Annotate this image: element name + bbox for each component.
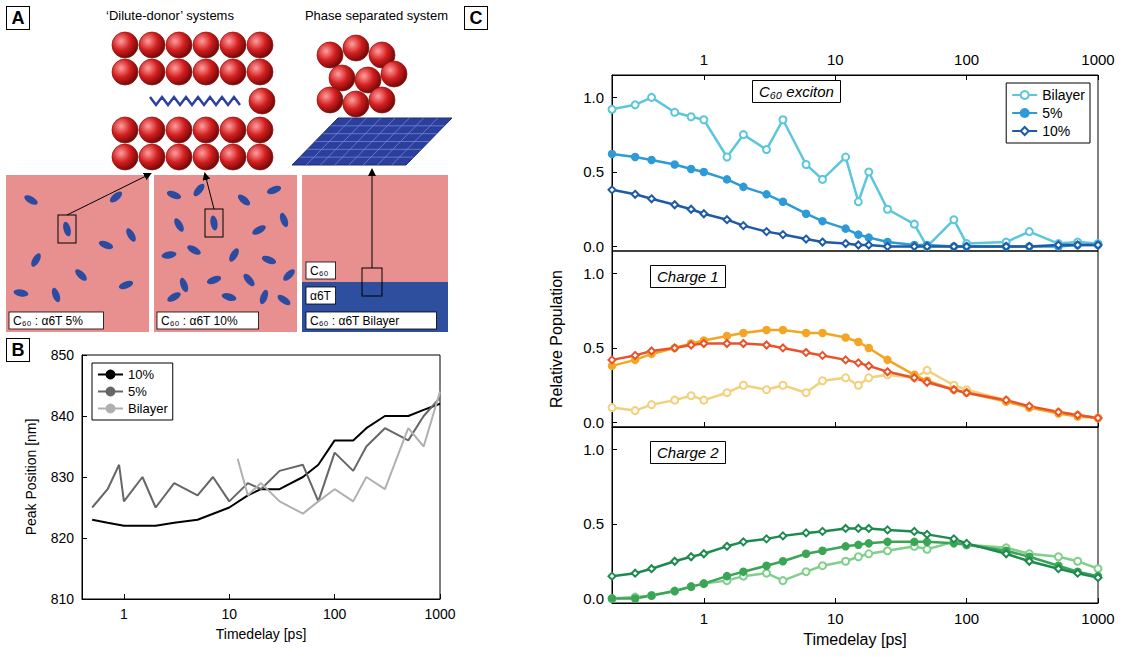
svg-text:1.0: 1.0 [583, 441, 604, 458]
svg-text:Timedelay [ps]: Timedelay [ps] [803, 631, 906, 648]
html-text:A: A [11, 8, 25, 28]
svg-text:Phase separated system: Phase separated system [305, 8, 448, 23]
svg-text:1000: 1000 [1081, 610, 1114, 627]
svg-text:850: 850 [51, 347, 75, 363]
svg-text:Bilayer: Bilayer [128, 401, 168, 416]
svg-text:0.5: 0.5 [583, 163, 604, 180]
svg-text:830: 830 [51, 469, 75, 485]
svg-text:C₆₀ : α6T 5%: C₆₀ : α6T 5% [13, 314, 83, 328]
svg-text:0.0: 0.0 [583, 414, 604, 431]
svg-text:100: 100 [954, 610, 979, 627]
svg-text:C₆₀ : α6T 10%: C₆₀ : α6T 10% [161, 314, 238, 328]
svg-text:1: 1 [700, 610, 708, 627]
svg-text:0.0: 0.0 [583, 590, 604, 607]
svg-text:C₆₀ : α6T Bilayer: C₆₀ : α6T Bilayer [310, 314, 399, 328]
svg-text:1.0: 1.0 [583, 89, 604, 106]
svg-text:Charge 1: Charge 1 [657, 268, 719, 285]
svg-text:‘Dilute-donor’ systems: ‘Dilute-donor’ systems [106, 8, 234, 23]
svg-text:5%: 5% [128, 384, 147, 399]
svg-text:10: 10 [827, 51, 844, 68]
svg-text:Relative Population: Relative Population [548, 270, 565, 408]
svg-text:10%: 10% [1042, 123, 1070, 139]
svg-text:C₆₀ exciton: C₆₀ exciton [759, 83, 834, 100]
html-text:C: C [469, 8, 483, 28]
svg-text:Peak Position [nm]: Peak Position [nm] [23, 419, 39, 536]
svg-text:10%: 10% [128, 367, 154, 382]
svg-text:10: 10 [827, 610, 844, 627]
svg-text:810: 810 [51, 591, 75, 607]
svg-text:0.0: 0.0 [583, 238, 604, 255]
svg-text:1000: 1000 [1081, 51, 1114, 68]
svg-text:1000: 1000 [424, 606, 455, 622]
svg-text:100: 100 [323, 606, 347, 622]
svg-text:820: 820 [51, 530, 75, 546]
svg-text:10: 10 [221, 606, 237, 622]
svg-text:1: 1 [700, 51, 708, 68]
svg-text:5%: 5% [1042, 105, 1062, 121]
svg-text:840: 840 [51, 408, 75, 424]
svg-text:0.5: 0.5 [583, 515, 604, 532]
svg-text:Bilayer: Bilayer [1042, 87, 1085, 103]
svg-text:100: 100 [954, 51, 979, 68]
svg-text:C₆₀: C₆₀ [310, 264, 329, 278]
svg-text:Charge 2: Charge 2 [657, 444, 719, 461]
svg-text:α6T: α6T [310, 289, 332, 303]
html-text:B: B [11, 340, 25, 360]
svg-text:1: 1 [120, 606, 128, 622]
svg-text:Timedelay [ps]: Timedelay [ps] [216, 626, 307, 642]
svg-text:0.5: 0.5 [583, 339, 604, 356]
svg-text:1.0: 1.0 [583, 265, 604, 282]
